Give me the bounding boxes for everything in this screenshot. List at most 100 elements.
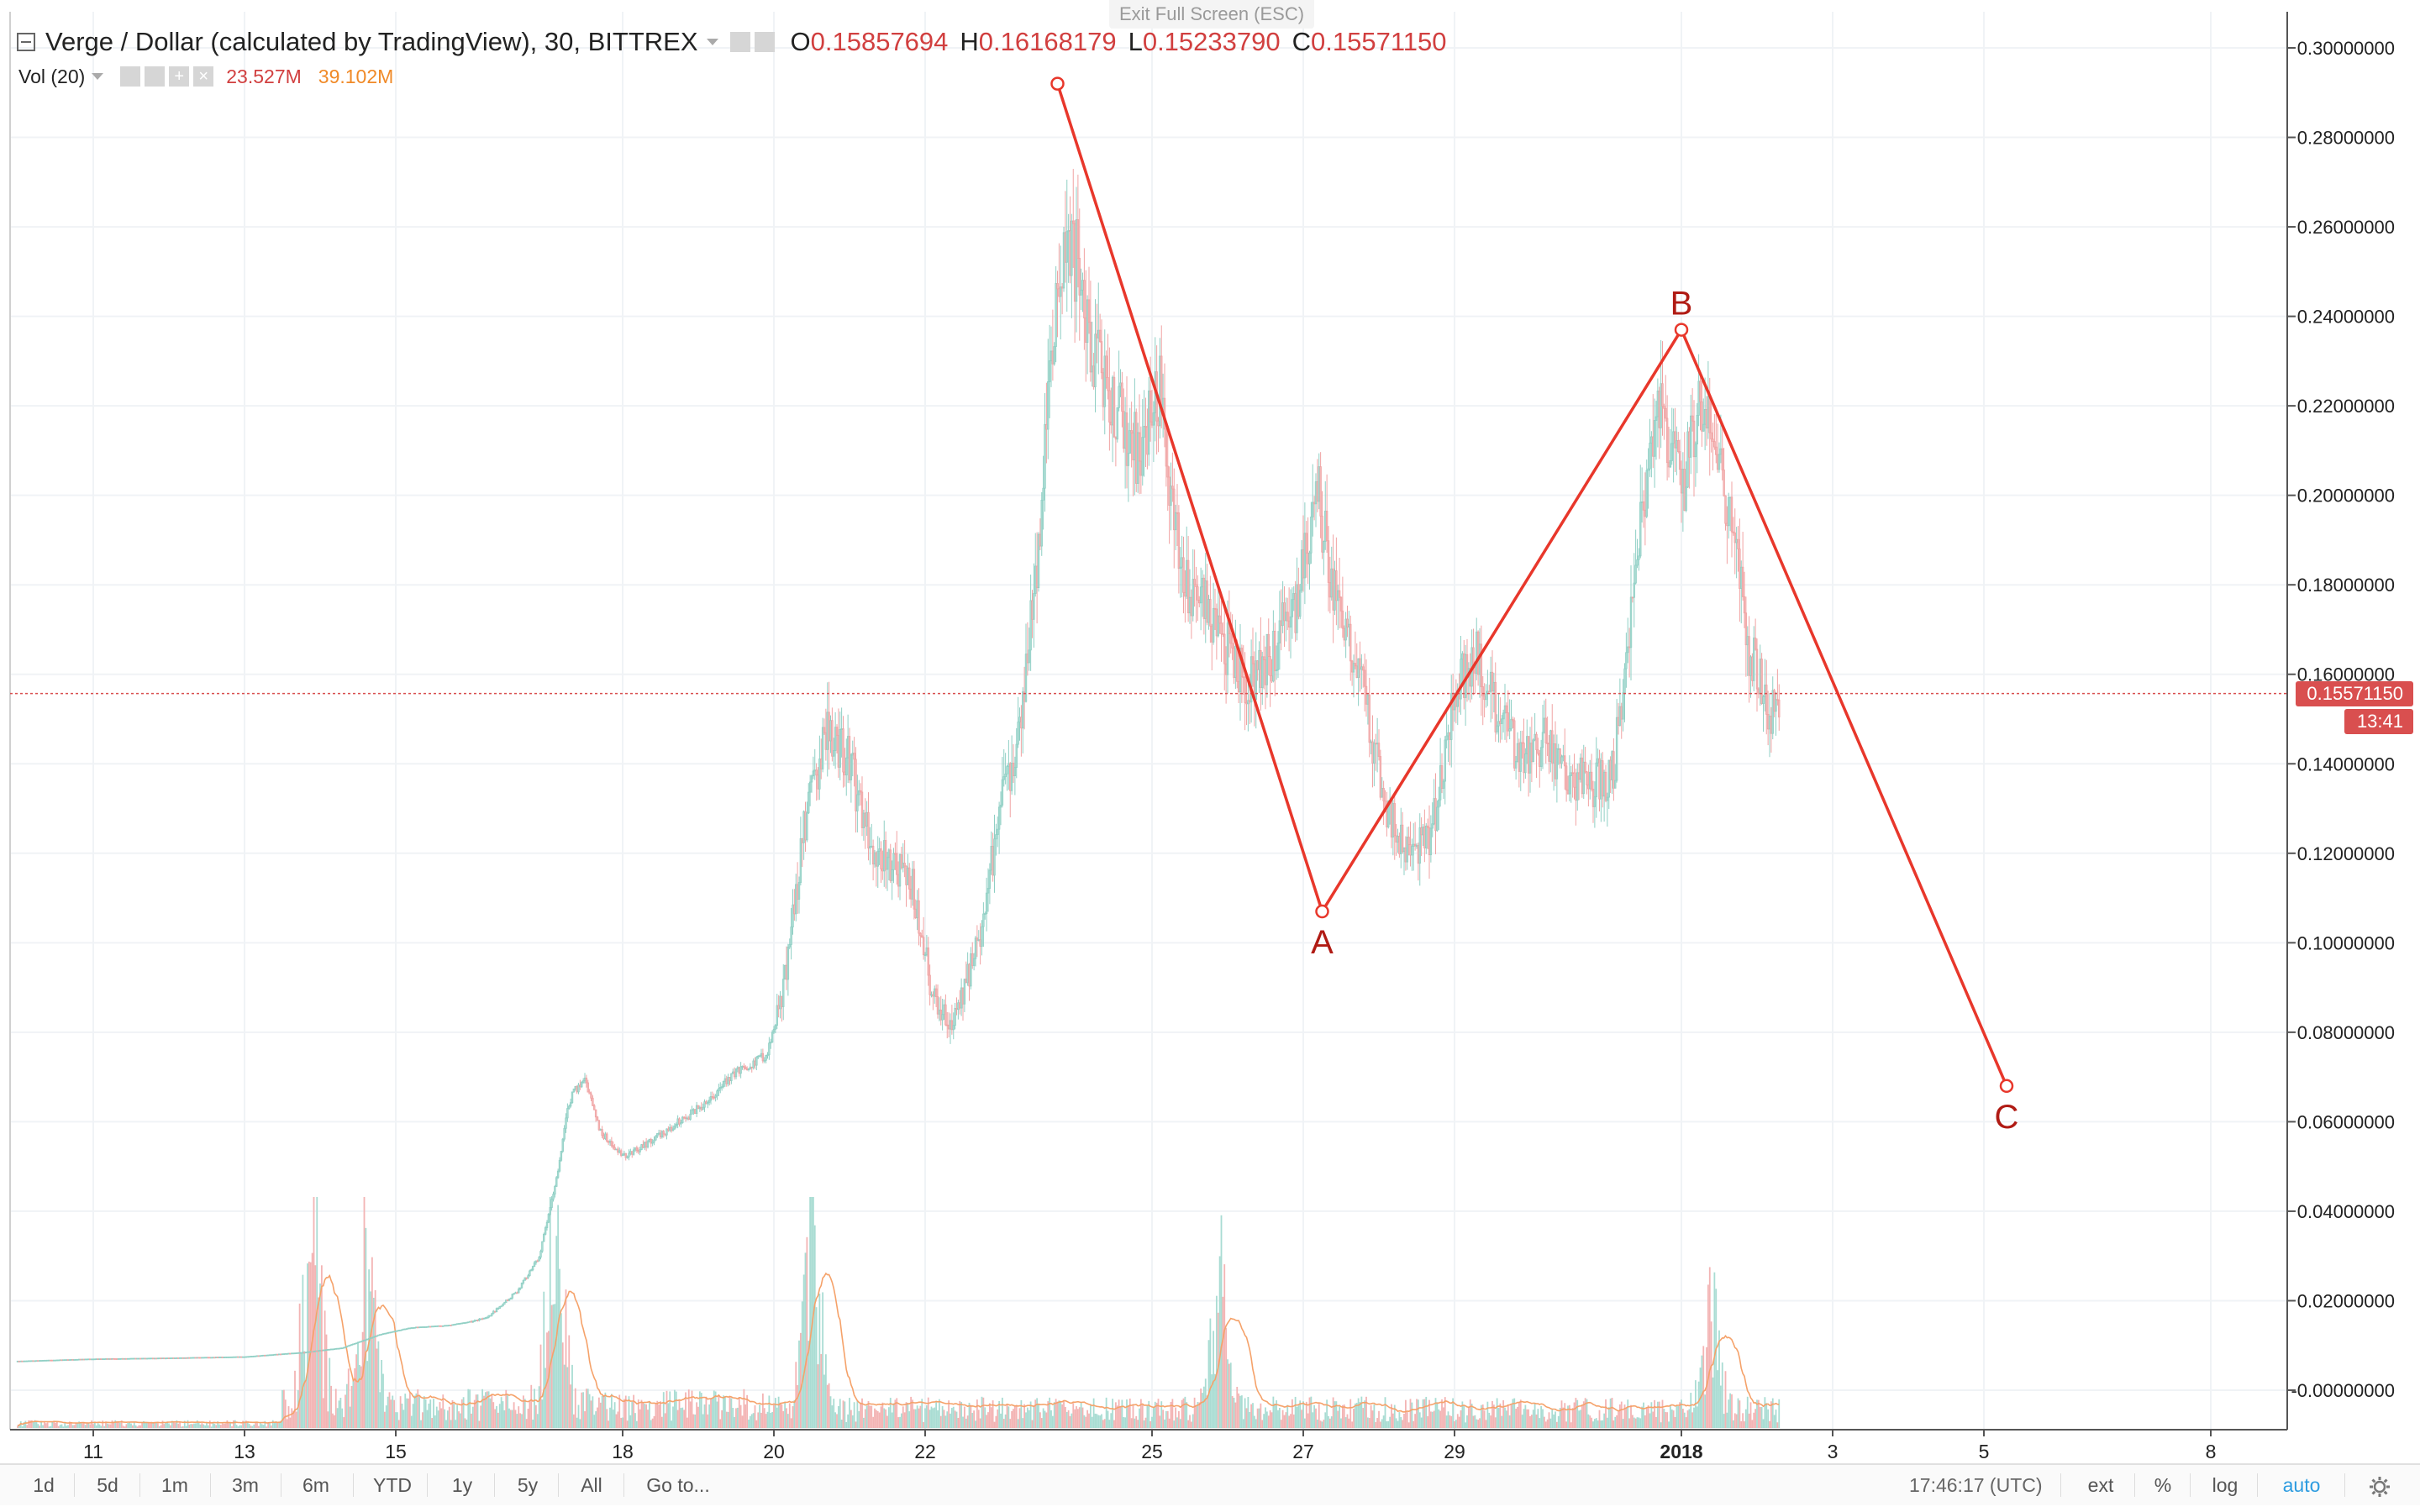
volume-bar: [861, 1398, 863, 1428]
candle: [1753, 626, 1755, 691]
candle: [276, 1353, 279, 1356]
exit-fullscreen-button[interactable]: Exit Full Screen (ESC): [1109, 0, 1315, 29]
volume-bar: [1672, 1410, 1675, 1428]
volume-bar: [923, 1421, 925, 1428]
volume-bar: [544, 1368, 547, 1428]
volume-bar: [1746, 1396, 1749, 1428]
abc-pattern-drawing[interactable]: ABC: [1050, 76, 2019, 1136]
volume-bar: [1491, 1400, 1493, 1428]
gear-icon[interactable]: [754, 32, 775, 52]
symbol-title[interactable]: Verge / Dollar (calculated by TradingVie…: [45, 27, 698, 56]
volume-bar: [1207, 1340, 1210, 1428]
y-tick-label: 0.20000000: [2297, 486, 2395, 507]
volume-bar: [1206, 1395, 1208, 1428]
volume-bar: [1418, 1412, 1421, 1428]
candle: [835, 724, 839, 754]
range-all-button[interactable]: All: [581, 1474, 602, 1496]
candle: [635, 1145, 639, 1153]
auto-scale-toggle[interactable]: auto: [2282, 1474, 2321, 1496]
candle: [786, 943, 790, 996]
volume-bar: [50, 1425, 52, 1428]
percent-scale-toggle[interactable]: %: [2154, 1474, 2172, 1496]
volume-bar: [1382, 1415, 1385, 1428]
volume-bar: [1407, 1422, 1410, 1428]
candle: [1513, 717, 1516, 772]
volume-bar: [1560, 1400, 1563, 1428]
price-axis[interactable]: -0.000000000.020000000.040000000.0600000…: [2286, 12, 2395, 1430]
volume-indicator-label[interactable]: Vol (20): [18, 65, 86, 87]
volume-bar: [864, 1409, 866, 1428]
volume-bar: [82, 1422, 85, 1428]
volume-bar: [683, 1410, 686, 1428]
eye-icon[interactable]: [120, 66, 141, 87]
candle: [408, 1327, 412, 1330]
range-1y-button[interactable]: 1y: [451, 1474, 473, 1496]
candle: [1715, 413, 1718, 464]
volume-bar: [1505, 1410, 1507, 1428]
extended-hours-toggle[interactable]: ext: [2087, 1474, 2114, 1496]
utc-clock[interactable]: 17:46:17 (UTC): [1909, 1474, 2043, 1496]
log-scale-toggle[interactable]: log: [2212, 1474, 2238, 1496]
volume-bar: [1742, 1413, 1744, 1428]
candle: [390, 1331, 392, 1334]
candle: [102, 1358, 104, 1360]
candle: [324, 1349, 326, 1352]
candle: [59, 1359, 61, 1362]
candle: [1665, 395, 1669, 481]
close-icon[interactable]: ×: [193, 66, 214, 87]
collapse-legend-icon[interactable]: [17, 33, 35, 51]
volume-bar: [1515, 1409, 1518, 1428]
pattern-point-handle: [1674, 323, 1689, 337]
candle: [399, 1329, 402, 1331]
candle: [1125, 375, 1128, 489]
candle: [533, 1261, 536, 1268]
volume-bar: [1189, 1415, 1191, 1428]
range-3m-button[interactable]: 3m: [232, 1474, 259, 1496]
range-ytd-button[interactable]: YTD: [373, 1474, 412, 1496]
volume-bar: [330, 1385, 333, 1428]
volume-bar: [1562, 1407, 1565, 1428]
candle: [1344, 612, 1347, 659]
go-to-date-button[interactable]: Go to...: [646, 1474, 710, 1496]
gear-icon[interactable]: [145, 66, 166, 87]
close-value: 0.15571150: [1311, 27, 1447, 56]
volume-bar: [1198, 1402, 1201, 1428]
candle: [1755, 638, 1759, 712]
candle: [1289, 589, 1292, 659]
candle: [385, 1332, 387, 1335]
volume-bar: [1214, 1373, 1216, 1428]
plus-icon[interactable]: +: [169, 66, 190, 87]
gear-icon[interactable]: [2354, 1465, 2405, 1505]
candle: [486, 1316, 488, 1319]
range-6m-button[interactable]: 6m: [302, 1474, 329, 1496]
chevron-down-icon[interactable]: [92, 73, 104, 80]
divider: [558, 1473, 559, 1497]
range-1m-button[interactable]: 1m: [161, 1474, 188, 1496]
volume-bar: [1165, 1410, 1167, 1428]
candle: [156, 1357, 160, 1360]
volume-bar: [1004, 1414, 1007, 1428]
eye-icon[interactable]: [729, 32, 750, 52]
candle: [325, 1349, 328, 1352]
volume-bar: [519, 1413, 522, 1428]
range-1d-button[interactable]: 1d: [33, 1474, 55, 1496]
volume-bar: [131, 1425, 134, 1428]
candle: [275, 1353, 277, 1356]
time-axis[interactable]: 11 13 15 18 20 22 25 27 29 2018 3 5 8: [10, 1429, 2287, 1462]
volume-bar: [234, 1420, 236, 1428]
volume-bar: [118, 1422, 121, 1428]
volume-bar: [1665, 1411, 1667, 1428]
volume-bar: [30, 1420, 33, 1428]
volume-bar: [1496, 1398, 1498, 1428]
range-5y-button[interactable]: 5y: [517, 1474, 539, 1496]
chevron-down-icon[interactable]: [706, 39, 718, 45]
volume-bar: [287, 1406, 290, 1428]
candle: [160, 1357, 162, 1360]
candle: [318, 1350, 322, 1352]
range-5d-button[interactable]: 5d: [97, 1474, 118, 1496]
volume-bar: [910, 1396, 913, 1428]
candle: [776, 994, 778, 1030]
candle: [556, 1168, 560, 1179]
volume-bar: [136, 1426, 139, 1428]
